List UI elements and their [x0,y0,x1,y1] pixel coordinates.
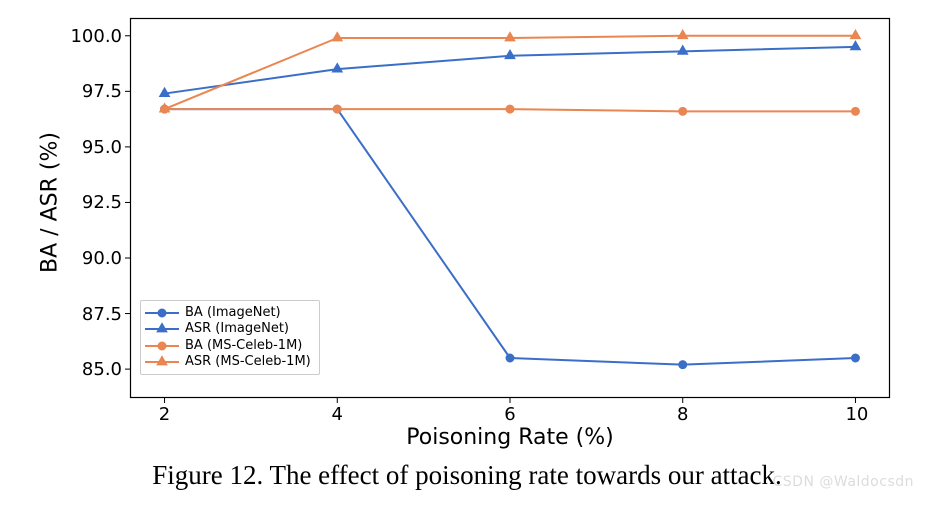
series-marker-0-2 [506,354,514,362]
y-tick-85: 85.0 [82,359,122,380]
figure-stage: BA / ASR (%) 2 4 6 8 10 85.0 87.5 90.0 92.5 95.0… [0,0,934,506]
legend-row-1: ASR (ImageNet) [145,321,311,337]
y-tick-92.5: 92.5 [82,192,122,213]
legend-label-1: ASR (ImageNet) [185,321,289,337]
series-marker-2-1 [333,105,341,113]
legend-row-0: BA (ImageNet) [145,305,311,321]
legend-row-2: BA (MS-Celeb-1M) [145,338,311,354]
series-marker-0-4 [851,354,859,362]
y-tick-90: 90.0 [82,248,122,269]
series-marker-2-3 [679,107,687,115]
legend-label-3: ASR (MS-Celeb-1M) [185,354,311,370]
legend-row-3: ASR (MS-Celeb-1M) [145,354,311,370]
series-marker-0-3 [679,361,687,369]
x-tick-4: 4 [327,404,347,425]
legend-swatch-3 [145,355,179,369]
x-tick-8: 8 [673,404,693,425]
x-axis-label: Poisoning Rate (%) [130,425,890,450]
y-tick-100: 100.0 [70,26,122,47]
y-tick-87.5: 87.5 [82,304,122,325]
legend-swatch-1 [145,322,179,336]
y-tick-95: 95.0 [82,137,122,158]
series-marker-2-2 [506,105,514,113]
legend-swatch-0 [145,306,179,320]
series-marker-2-4 [851,107,859,115]
x-tick-6: 6 [500,404,520,425]
legend-swatch-2 [145,339,179,353]
y-tick-97.5: 97.5 [82,81,122,102]
y-axis-label: BA / ASR (%) [38,103,63,303]
chart-legend: BA (ImageNet)ASR (ImageNet)BA (MS-Celeb-… [140,300,320,375]
legend-label-2: BA (MS-Celeb-1M) [185,338,302,354]
x-tick-2: 2 [155,404,175,425]
legend-label-0: BA (ImageNet) [185,305,281,321]
figure-caption: Figure 12. The effect of poisoning rate … [0,460,934,491]
x-tick-10: 10 [845,404,865,425]
